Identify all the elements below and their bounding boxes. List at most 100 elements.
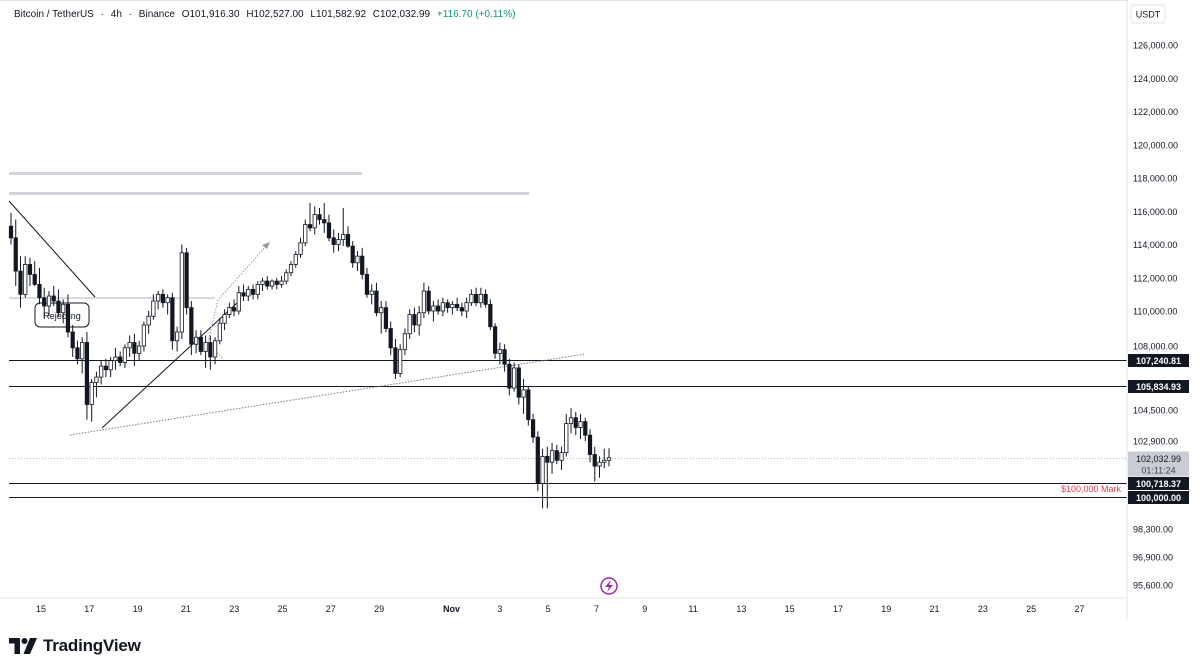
- candle[interactable]: [369, 284, 374, 305]
- candle[interactable]: [89, 378, 94, 422]
- candle[interactable]: [426, 286, 431, 315]
- candle[interactable]: [398, 344, 403, 378]
- currency-box[interactable]: [1130, 4, 1166, 24]
- candle[interactable]: [108, 356, 113, 378]
- candle[interactable]: [236, 286, 241, 315]
- candle[interactable]: [222, 309, 227, 331]
- candle[interactable]: [540, 448, 545, 509]
- candle[interactable]: [331, 229, 336, 253]
- candle[interactable]: [189, 301, 194, 356]
- candle[interactable]: [597, 456, 602, 478]
- interval-label[interactable]: 4h: [110, 9, 122, 20]
- candle[interactable]: [350, 241, 355, 268]
- candle[interactable]: [526, 386, 531, 426]
- candle[interactable]: [535, 431, 540, 492]
- candle[interactable]: [464, 297, 469, 318]
- candle[interactable]: [483, 289, 488, 308]
- candle[interactable]: [51, 286, 56, 307]
- candle[interactable]: [497, 342, 502, 365]
- candle[interactable]: [431, 301, 436, 322]
- candle[interactable]: [46, 291, 52, 317]
- candle[interactable]: [559, 446, 564, 470]
- candle[interactable]: [455, 297, 460, 311]
- candle[interactable]: [122, 344, 128, 368]
- candle[interactable]: [417, 306, 422, 336]
- candle[interactable]: [578, 413, 583, 440]
- candle[interactable]: [13, 219, 18, 287]
- candle[interactable]: [274, 277, 279, 290]
- candle[interactable]: [80, 337, 85, 374]
- candle[interactable]: [18, 256, 23, 308]
- candle[interactable]: [260, 277, 265, 292]
- candle[interactable]: [165, 294, 170, 315]
- candle[interactable]: [322, 202, 327, 233]
- candle[interactable]: [355, 251, 360, 272]
- candle[interactable]: [436, 299, 441, 315]
- candle[interactable]: [407, 309, 412, 339]
- candle[interactable]: [246, 286, 251, 302]
- candle[interactable]: [383, 301, 389, 332]
- candle[interactable]: [170, 292, 175, 350]
- candle[interactable]: [160, 289, 165, 308]
- candle[interactable]: [587, 429, 593, 463]
- candle[interactable]: [99, 360, 104, 385]
- candle[interactable]: [75, 340, 80, 365]
- candle[interactable]: [379, 301, 384, 334]
- candle[interactable]: [492, 323, 498, 359]
- candle[interactable]: [184, 247, 189, 315]
- candle[interactable]: [179, 244, 184, 340]
- candle[interactable]: [573, 411, 578, 436]
- candle[interactable]: [137, 340, 142, 361]
- candle[interactable]: [23, 256, 28, 298]
- candle[interactable]: [193, 330, 199, 354]
- candle[interactable]: [298, 237, 303, 258]
- candle[interactable]: [303, 219, 308, 247]
- candle[interactable]: [269, 279, 275, 290]
- candle[interactable]: [364, 267, 370, 298]
- candle[interactable]: [521, 378, 526, 414]
- candle[interactable]: [478, 287, 483, 308]
- candle[interactable]: [279, 276, 284, 288]
- candle[interactable]: [37, 267, 42, 305]
- candle[interactable]: [212, 337, 218, 365]
- candle[interactable]: [317, 207, 322, 225]
- candle[interactable]: [445, 299, 450, 313]
- candle[interactable]: [374, 282, 379, 317]
- candle[interactable]: [511, 362, 517, 392]
- candle[interactable]: [118, 351, 123, 367]
- candle[interactable]: [203, 335, 208, 368]
- candle[interactable]: [583, 417, 588, 441]
- candle[interactable]: [450, 301, 455, 315]
- candle[interactable]: [336, 232, 341, 252]
- candle[interactable]: [70, 325, 75, 357]
- candle[interactable]: [402, 328, 408, 356]
- candle[interactable]: [293, 251, 298, 268]
- candle[interactable]: [265, 276, 270, 290]
- candle[interactable]: [84, 332, 90, 420]
- candle[interactable]: [32, 261, 37, 287]
- candle[interactable]: [42, 287, 47, 318]
- candle[interactable]: [127, 335, 132, 357]
- candle[interactable]: [151, 294, 156, 320]
- candle[interactable]: [516, 364, 521, 405]
- candle[interactable]: [554, 444, 559, 465]
- candle[interactable]: [288, 261, 294, 277]
- candle[interactable]: [507, 358, 512, 396]
- candle[interactable]: [602, 448, 607, 469]
- candle[interactable]: [421, 282, 427, 318]
- candle[interactable]: [284, 269, 289, 285]
- candle[interactable]: [592, 446, 597, 482]
- candle[interactable]: [388, 321, 393, 356]
- candle[interactable]: [27, 257, 33, 287]
- symbol-name[interactable]: Bitcoin / TetherUS: [14, 9, 94, 20]
- candle[interactable]: [103, 358, 109, 378]
- candle[interactable]: [568, 408, 574, 434]
- candle[interactable]: [312, 206, 317, 235]
- candle[interactable]: [208, 335, 213, 370]
- candle[interactable]: [606, 448, 612, 467]
- candle[interactable]: [94, 371, 99, 398]
- flash-icon[interactable]: [600, 577, 618, 595]
- candle[interactable]: [255, 281, 260, 300]
- candle[interactable]: [156, 291, 161, 310]
- candle[interactable]: [65, 294, 71, 338]
